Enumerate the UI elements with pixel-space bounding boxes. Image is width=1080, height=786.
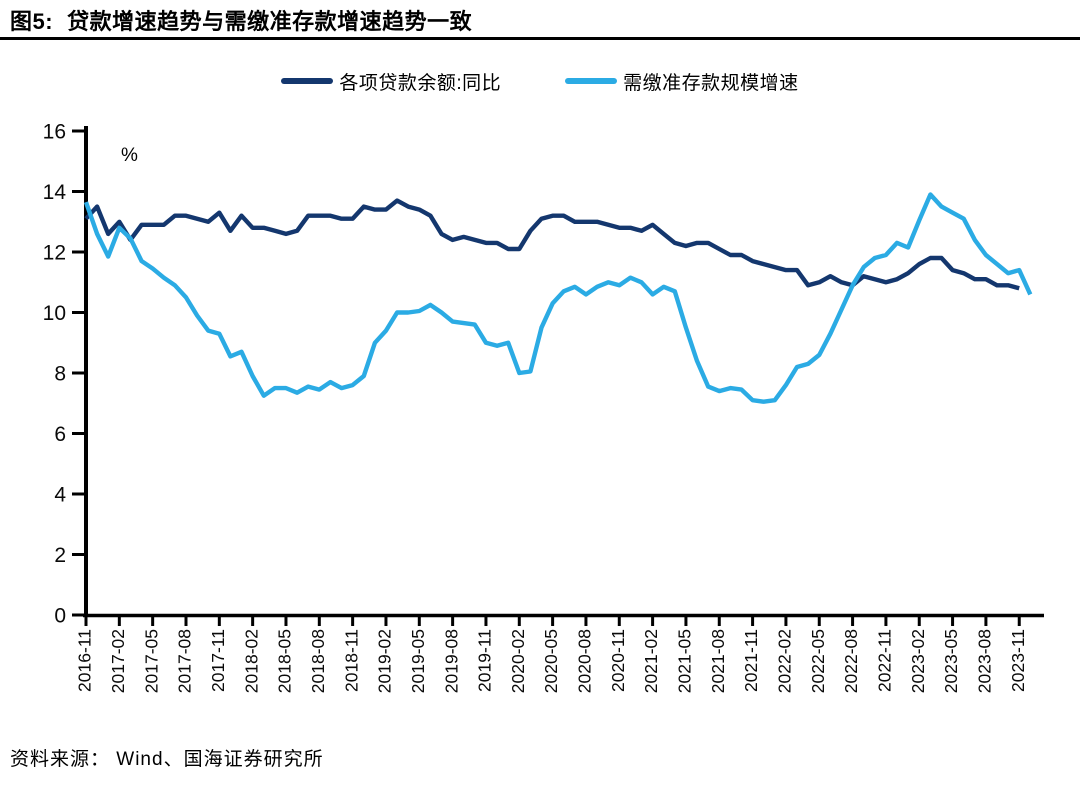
x-tick-label: 2017-08 [175, 629, 195, 693]
y-tick-label: 0 [54, 605, 66, 628]
x-tick-label: 2019-02 [375, 629, 395, 693]
legend-item-reserve-deposit: 需缴准存款规模增速 [565, 68, 799, 95]
chart-legend: 各项贷款余额:同比 需缴准存款规模增速 [0, 68, 1080, 94]
y-unit-label: % [121, 145, 138, 166]
figure-number-label: 图5: [10, 9, 54, 34]
y-tick-label: 2 [54, 544, 66, 567]
y-tick-label: 6 [54, 423, 66, 446]
x-tick-label: 2023-02 [908, 629, 928, 693]
x-tick-label: 2020-05 [541, 629, 561, 693]
x-tick-label: 2017-05 [141, 629, 161, 693]
x-tick-label: 2019-11 [475, 629, 495, 692]
y-tick-label: 8 [54, 363, 66, 386]
x-tick-label: 2019-05 [408, 629, 428, 693]
legend-label-loan-balance: 各项贷款余额:同比 [339, 72, 502, 94]
figure-title-row: 图5: 贷款增速趋势与需缴准存款增速趋势一致 [10, 4, 1080, 34]
x-tick-label: 2017-02 [108, 629, 128, 693]
legend-label-reserve-deposit: 需缴准存款规模增速 [623, 72, 799, 94]
y-tick-label: 12 [43, 242, 66, 265]
legend-swatch-loan-balance [281, 78, 334, 84]
legend-item-loan-balance: 各项贷款余额:同比 [281, 68, 501, 95]
x-tick-label: 2016-11 [75, 629, 95, 692]
x-tick-label: 2020-11 [608, 629, 628, 692]
x-tick-label: 2021-05 [675, 629, 695, 693]
legend-swatch-reserve-deposit [565, 78, 618, 84]
x-tick-label: 2021-08 [708, 629, 728, 693]
series-loan-balance-line [84, 198, 1020, 291]
x-tick-label: 2018-02 [241, 629, 261, 693]
x-tick-label: 2018-05 [275, 629, 295, 693]
y-tick-label: 10 [43, 302, 66, 325]
x-tick-label: 2021-02 [641, 629, 661, 693]
x-tick-label: 2023-05 [941, 629, 961, 693]
x-tick-label: 2019-08 [441, 629, 461, 693]
x-tick-label: 2020-02 [508, 629, 528, 693]
x-tick-label: 2022-05 [808, 629, 828, 693]
x-tick-label: 2018-08 [308, 629, 328, 693]
series-reserve-deposit-line [83, 192, 1033, 404]
source-note: 资料来源： Wind、国海证券研究所 [10, 749, 324, 770]
x-tick-label: 2023-08 [975, 629, 995, 693]
x-tick-label: 2018-11 [341, 629, 361, 692]
x-tick-label: 2021-11 [741, 629, 761, 692]
x-tick-label: 2017-11 [208, 629, 228, 692]
x-tick-label: 2020-08 [575, 629, 595, 693]
header-divider [0, 37, 1080, 40]
y-tick-label: 4 [54, 484, 66, 507]
y-tick-label: 16 [43, 121, 66, 144]
x-tick-label: 2023-11 [1008, 629, 1028, 692]
x-tick-label: 2022-11 [875, 629, 895, 692]
x-tick-label: 2022-02 [775, 629, 795, 693]
y-tick-label: 14 [43, 181, 67, 204]
figure-title: 贷款增速趋势与需缴准存款增速趋势一致 [67, 9, 473, 34]
x-tick-label: 2022-08 [841, 629, 861, 693]
